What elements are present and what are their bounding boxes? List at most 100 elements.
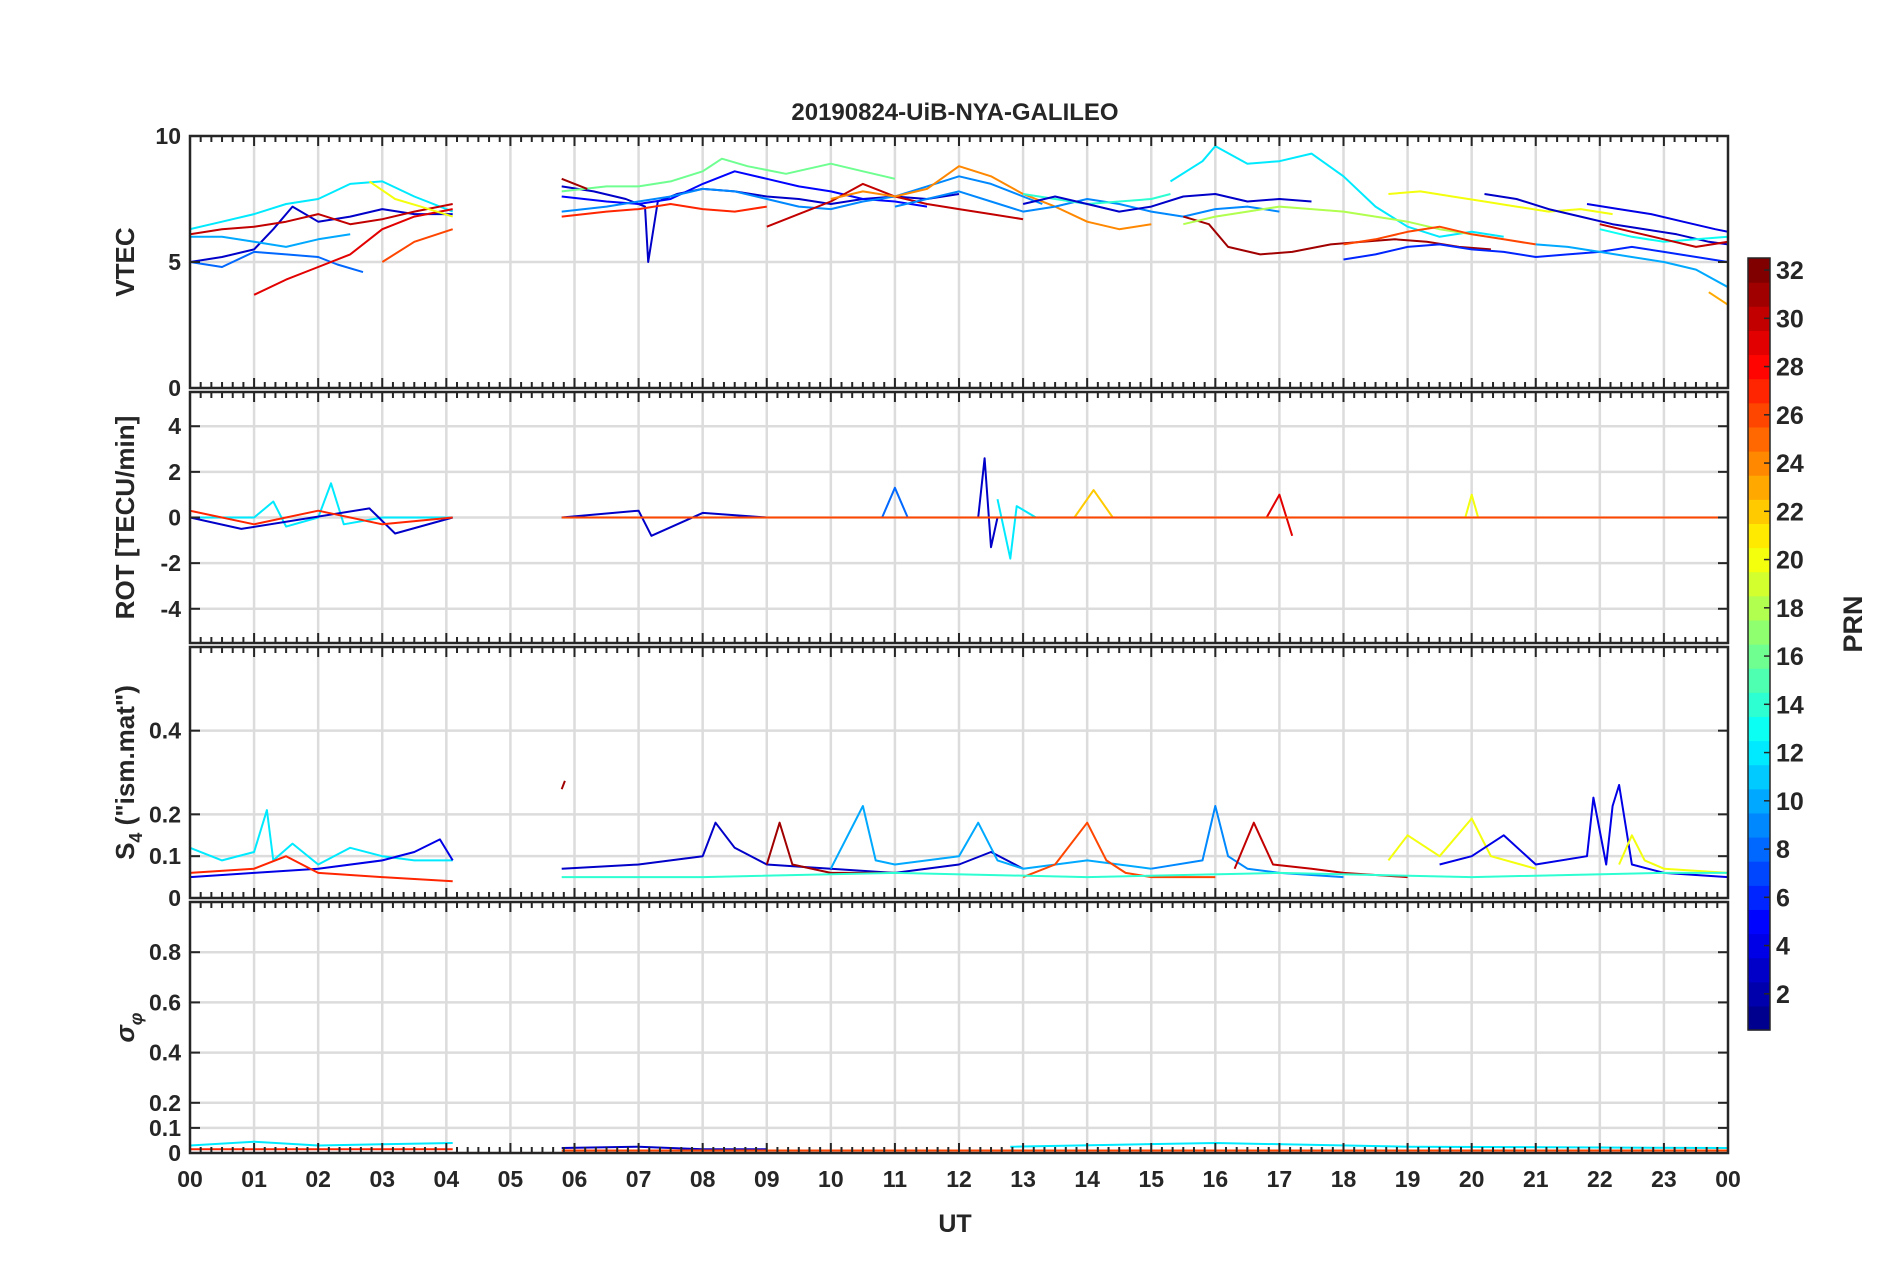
colorbar-swatch [1748, 668, 1770, 693]
panel-vtec-grid [190, 136, 1728, 388]
series-line-prn-29 [253, 208, 453, 296]
x-tick-label: 02 [305, 1166, 331, 1192]
series-line-prn-31 [561, 177, 588, 190]
y-tick-label: 0.2 [149, 1090, 181, 1116]
colorbar-swatch [1748, 523, 1770, 549]
colorbar-swatch [1748, 451, 1770, 476]
x-tick-label: 12 [946, 1166, 972, 1192]
y-tick-label: 0.1 [149, 843, 181, 869]
colorbar-tick-label: 4 [1776, 933, 1790, 961]
colorbar-swatch [1748, 933, 1770, 959]
panel-sigma-grid [190, 902, 1728, 1153]
series-line-prn-24 [830, 165, 1152, 231]
series-line-prn-22 [1073, 489, 1114, 519]
colorbar-swatch [1748, 306, 1770, 331]
series-line-prn-31 [560, 780, 566, 790]
y-tick-label: 4 [168, 413, 181, 439]
series-line-prn-3 [561, 509, 767, 537]
colorbar-tick-label: 10 [1776, 788, 1804, 816]
x-tick-label: 19 [1395, 1166, 1421, 1192]
colorbar-swatch [1748, 426, 1770, 452]
x-axis: 00 01 02 03 04 05 06 07 08 09 10 11 12 13 14 15 16 17 18 19… [177, 1166, 1741, 1192]
y-tick-label: 0 [168, 505, 181, 531]
series-line-prn-20 [1387, 817, 1537, 870]
colorbar-swatch [1748, 861, 1770, 886]
y-tick-label: -4 [161, 596, 182, 622]
x-tick-label: 17 [1267, 1166, 1293, 1192]
panel-rot-ticks [189, 392, 1729, 643]
y-tick-label: 0 [168, 375, 181, 401]
series-line-prn-16 [561, 157, 896, 193]
series-line-prn-20 [1388, 190, 1613, 216]
colorbar-tick-label: 24 [1776, 450, 1804, 478]
x-tick-label: 23 [1651, 1166, 1677, 1192]
colorbar-tick-label: 12 [1776, 740, 1804, 768]
series-line-prn-8 [881, 486, 909, 518]
colorbar-swatch [1748, 402, 1770, 428]
colorbar-tick-label: 6 [1776, 884, 1790, 912]
colorbar-swatch [1748, 619, 1770, 645]
colorbar-swatch [1748, 571, 1770, 597]
x-tick-label: 08 [690, 1166, 716, 1192]
colorbar-tick-label: 26 [1776, 402, 1804, 430]
y-axis-label: S4 ("ism.mat") [110, 685, 146, 860]
colorbar-swatch [1748, 1005, 1770, 1031]
colorbar-swatch [1748, 547, 1770, 573]
x-tick-label: 03 [369, 1166, 395, 1192]
series-line-prn-18 [1183, 205, 1472, 236]
y-axis-label: ROT [TECU/min] [110, 416, 140, 620]
y-tick-label: 10 [155, 123, 181, 149]
x-tick-label: 16 [1203, 1166, 1229, 1192]
x-axis-label: UT [938, 1210, 971, 1238]
series-line-prn-4 [190, 838, 454, 879]
y-tick-label: 0.6 [149, 989, 181, 1015]
series-line-prn-30 [1599, 223, 1728, 248]
panel-vtec-ticks [189, 135, 1729, 389]
chart-title: 20190824-UiB-NYA-GALILEO [791, 99, 1118, 126]
y-tick-label: 0.1 [149, 1115, 181, 1141]
series-line-prn-3 [190, 205, 453, 263]
y-tick-label: -2 [161, 550, 181, 576]
colorbar-swatch [1748, 885, 1770, 910]
series-line-prn-4 [1439, 784, 1728, 879]
series-line-prn-27 [190, 855, 453, 883]
colorbar-swatch [1748, 716, 1770, 742]
series-line-prn-12 [1169, 145, 1504, 238]
series-line-prn-10 [190, 233, 351, 248]
x-tick-label: 18 [1331, 1166, 1357, 1192]
series-line-prn-27 [190, 509, 453, 526]
x-tick-label: 21 [1523, 1166, 1549, 1192]
colorbar-swatch [1748, 378, 1770, 404]
y-tick-label: 0.2 [149, 801, 181, 827]
panel-vtec: 0 5 10 VTEC [110, 123, 1730, 401]
x-tick-label: 09 [754, 1166, 780, 1192]
x-tick-label: 01 [241, 1166, 267, 1192]
panel-vtec-series [190, 145, 1728, 306]
colorbar-tick-label: 18 [1776, 595, 1804, 623]
colorbar-swatch [1748, 812, 1770, 838]
colorbar-swatch [1748, 258, 1770, 283]
series-line-prn-30 [190, 203, 453, 236]
series-line-prn-12 [996, 498, 1037, 560]
series-line-prn-29 [1265, 493, 1294, 537]
y-tick-label: 0.4 [149, 1040, 181, 1066]
x-tick-label: 05 [498, 1166, 524, 1192]
colorbar-swatch [1748, 644, 1770, 669]
y-tick-label: 0 [168, 1140, 181, 1166]
colorbar-swatch [1748, 981, 1770, 1007]
x-tick-label: 14 [1074, 1166, 1100, 1192]
colorbar-tick-label: 8 [1776, 836, 1790, 864]
x-tick-label: 00 [1715, 1166, 1741, 1192]
panel-sigma-ticks [189, 902, 1729, 1154]
colorbar-swatch [1748, 764, 1770, 790]
colorbar-swatch [1748, 909, 1770, 935]
series-line-prn-13 [1599, 228, 1728, 243]
series-line-prn-20 [1464, 493, 1480, 518]
x-tick-label: 06 [562, 1166, 588, 1192]
panel-rot: -4 -2 0 2 4 ROT [TECU/min] [110, 390, 1730, 645]
series-line-prn-20 [368, 180, 453, 218]
x-tick-label: 04 [434, 1166, 460, 1192]
panel-rot-series [190, 457, 1728, 560]
